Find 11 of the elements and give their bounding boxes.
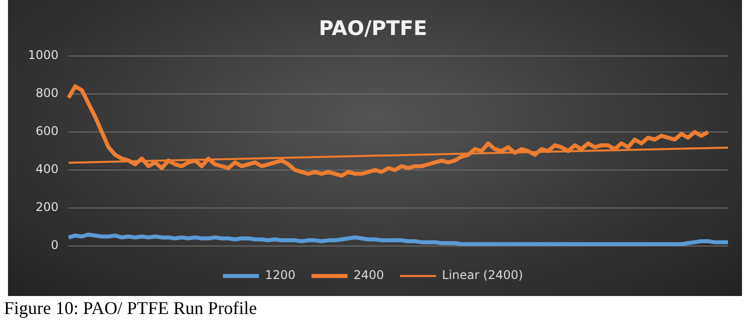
y-tick-label: 400 [36,162,59,176]
y-tick-label: 0 [50,238,59,252]
legend-label: 2400 [353,268,384,282]
y-tick-label: 600 [36,124,59,138]
chart-title: PAO/PTFE [318,16,428,40]
legend-label: 1200 [264,268,296,282]
y-tick-label: 1000 [28,48,59,62]
y-tick-label: 800 [36,86,59,100]
caption: Figure 10: PAO/ PTFE Run Profile [4,298,257,319]
y-tick-label: 200 [36,200,59,214]
legend-label: Linear (2400) [442,268,524,282]
